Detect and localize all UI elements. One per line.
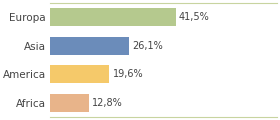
Bar [50,37,129,55]
Text: 41,5%: 41,5% [179,12,209,22]
Text: 26,1%: 26,1% [132,41,163,51]
Bar [50,94,89,112]
Text: 19,6%: 19,6% [113,69,143,79]
Bar [50,65,109,83]
Text: 12,8%: 12,8% [92,98,123,108]
Bar [50,8,176,26]
